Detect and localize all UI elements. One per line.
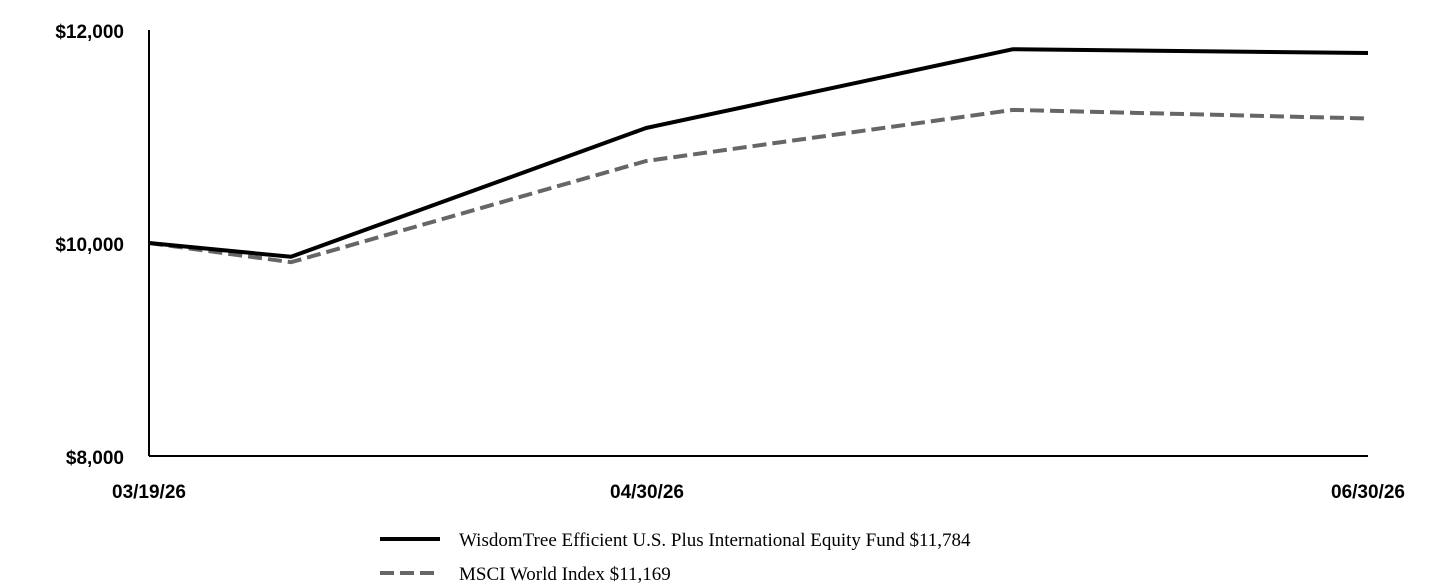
- y-tick-label: $10,000: [55, 235, 124, 256]
- legend: WisdomTree Efficient U.S. Plus Internati…: [380, 530, 971, 585]
- series-line-fund: [148, 47, 1369, 259]
- legend-label-index: MSCI World Index $11,169: [459, 564, 671, 585]
- x-tick-label: 03/19/26: [112, 482, 186, 503]
- series-line-index: [148, 107, 1369, 265]
- series-layer: [148, 47, 1369, 265]
- x-tick-label: 06/30/26: [1331, 482, 1405, 503]
- legend-label-fund: WisdomTree Efficient U.S. Plus Internati…: [459, 530, 971, 551]
- x-tick-label: 04/30/26: [610, 482, 684, 503]
- y-tick-label: $12,000: [55, 22, 124, 43]
- y-tick-label: $8,000: [66, 448, 124, 469]
